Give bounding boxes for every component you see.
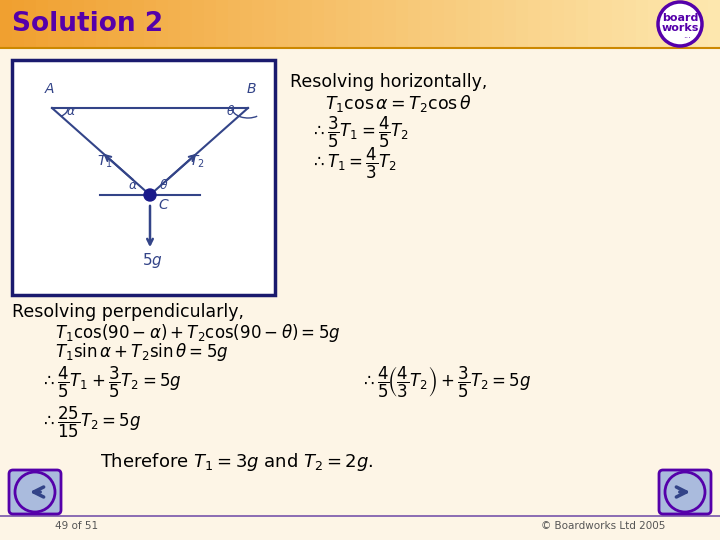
Text: $T_1\sin\alpha + T_2\sin\theta = 5g$: $T_1\sin\alpha + T_2\sin\theta = 5g$	[55, 341, 228, 363]
Bar	[456, 0, 469, 48]
Bar	[228, 0, 241, 48]
Text: board: board	[662, 13, 698, 23]
Bar	[60, 0, 73, 48]
Text: $T_1$: $T_1$	[96, 153, 112, 170]
Bar	[108, 0, 121, 48]
Bar	[24, 0, 37, 48]
Text: $T_1\cos(90 - \alpha) + T_2\cos(90 - \theta) = 5g$: $T_1\cos(90 - \alpha) + T_2\cos(90 - \th…	[55, 322, 341, 344]
Bar	[276, 0, 289, 48]
Text: Resolving perpendicularly,: Resolving perpendicularly,	[12, 303, 244, 321]
Bar	[96, 0, 109, 48]
Bar	[192, 0, 205, 48]
Bar	[240, 0, 253, 48]
Bar	[492, 0, 505, 48]
Bar	[444, 0, 457, 48]
Bar	[12, 60, 275, 295]
Bar	[168, 0, 181, 48]
Bar	[552, 0, 565, 48]
Text: C: C	[158, 198, 168, 212]
Bar	[252, 0, 265, 48]
Bar	[468, 0, 481, 48]
Bar	[48, 0, 61, 48]
Text: © Boardworks Ltd 2005: © Boardworks Ltd 2005	[541, 521, 665, 531]
Text: $\therefore\dfrac{25}{15}T_2 = 5g$: $\therefore\dfrac{25}{15}T_2 = 5g$	[40, 404, 141, 440]
Text: $\therefore\dfrac{4}{5}\!\left(\dfrac{4}{3}T_2\right) + \dfrac{3}{5}T_2 = 5g$: $\therefore\dfrac{4}{5}\!\left(\dfrac{4}…	[360, 364, 531, 400]
Bar	[384, 0, 397, 48]
Text: $5g$: $5g$	[142, 251, 163, 270]
Bar	[588, 0, 601, 48]
Bar	[288, 0, 301, 48]
Text: $\alpha$: $\alpha$	[66, 105, 76, 118]
Bar	[0, 0, 13, 48]
Bar	[696, 0, 709, 48]
Bar	[516, 0, 529, 48]
Text: Solution 2: Solution 2	[12, 11, 163, 37]
Bar	[660, 0, 673, 48]
Text: works: works	[661, 23, 698, 33]
Text: Resolving horizontally,: Resolving horizontally,	[290, 73, 487, 91]
Text: $\therefore T_1 = \dfrac{4}{3}T_2$: $\therefore T_1 = \dfrac{4}{3}T_2$	[310, 145, 397, 180]
Bar	[144, 0, 157, 48]
Bar	[72, 0, 85, 48]
Circle shape	[144, 189, 156, 201]
Text: $\theta$: $\theta$	[226, 104, 235, 118]
Bar	[708, 0, 720, 48]
Bar	[600, 0, 613, 48]
Bar	[624, 0, 637, 48]
Text: ...: ...	[683, 31, 691, 40]
Text: Therefore $T_1 = 3g$ and $T_2 = 2g.$: Therefore $T_1 = 3g$ and $T_2 = 2g.$	[100, 451, 374, 473]
Bar	[132, 0, 145, 48]
Text: 49 of 51: 49 of 51	[55, 521, 98, 531]
Bar	[372, 0, 385, 48]
Bar	[216, 0, 229, 48]
Text: $\alpha$: $\alpha$	[128, 179, 138, 192]
Bar	[540, 0, 553, 48]
Bar	[528, 0, 541, 48]
Text: $\theta$: $\theta$	[159, 178, 168, 192]
Bar	[648, 0, 661, 48]
Bar	[36, 0, 49, 48]
Text: $\therefore\dfrac{4}{5}T_1 + \dfrac{3}{5}T_2 = 5g$: $\therefore\dfrac{4}{5}T_1 + \dfrac{3}{5…	[40, 364, 181, 400]
Bar	[312, 0, 325, 48]
Bar	[480, 0, 493, 48]
Bar	[420, 0, 433, 48]
Bar	[612, 0, 625, 48]
Bar	[672, 0, 685, 48]
Bar	[576, 0, 589, 48]
Text: $\therefore\dfrac{3}{5}T_1 = \dfrac{4}{5}T_2$: $\therefore\dfrac{3}{5}T_1 = \dfrac{4}{5…	[310, 114, 409, 150]
Bar	[12, 0, 25, 48]
Bar	[564, 0, 577, 48]
Text: $T_2$: $T_2$	[189, 153, 205, 170]
Bar	[360, 0, 373, 48]
Bar	[396, 0, 409, 48]
FancyBboxPatch shape	[9, 470, 61, 514]
Bar	[432, 0, 445, 48]
Bar	[180, 0, 193, 48]
Bar	[300, 0, 313, 48]
Bar	[636, 0, 649, 48]
Bar	[264, 0, 277, 48]
Bar	[156, 0, 169, 48]
Bar	[348, 0, 361, 48]
Bar	[408, 0, 421, 48]
Bar	[504, 0, 517, 48]
Bar	[204, 0, 217, 48]
Bar	[336, 0, 349, 48]
Text: B: B	[246, 82, 256, 96]
FancyBboxPatch shape	[659, 470, 711, 514]
Text: $T_1\cos\alpha = T_2\cos\theta$: $T_1\cos\alpha = T_2\cos\theta$	[325, 93, 472, 114]
Bar	[324, 0, 337, 48]
Text: A: A	[44, 82, 54, 96]
Circle shape	[658, 2, 702, 46]
Bar	[84, 0, 97, 48]
Bar	[120, 0, 133, 48]
Bar	[684, 0, 697, 48]
